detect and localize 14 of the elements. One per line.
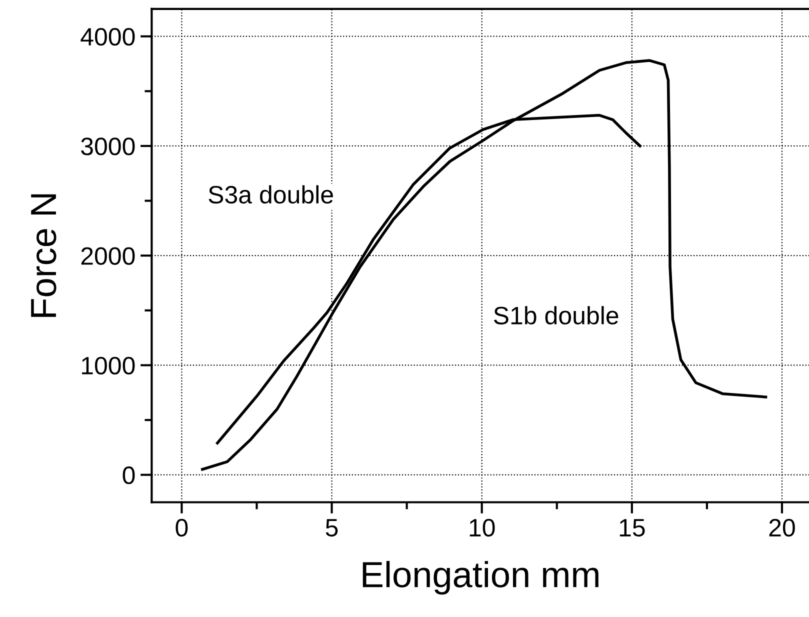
annotation: S1b double <box>494 306 618 324</box>
y-axis-title: Force N <box>31 194 56 317</box>
x-tick-label: 20 <box>769 518 795 537</box>
x-tick-label: 0 <box>176 518 188 537</box>
annotation: S3a double <box>208 185 333 204</box>
x-tick-label: 5 <box>326 519 338 537</box>
x-tick-label: 10 <box>470 518 495 537</box>
x-axis-title: Elongation mm <box>362 560 598 595</box>
y-tick-label: 1000 <box>82 356 135 375</box>
x-tick-label: 15 <box>620 519 645 537</box>
y-tick-label: 2000 <box>81 247 135 265</box>
y-tick-label: 0 <box>122 466 135 484</box>
y-tick-label: 3000 <box>81 138 135 156</box>
y-tick-label: 4000 <box>80 28 135 46</box>
